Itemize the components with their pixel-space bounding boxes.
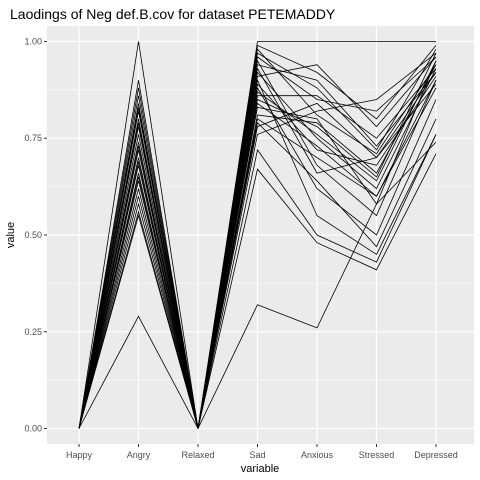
series-line — [78, 64, 437, 429]
series-line — [78, 68, 437, 429]
series-line — [78, 56, 437, 429]
x-tick-label: Anxious — [301, 450, 334, 460]
series-line — [78, 68, 437, 429]
series-line — [78, 59, 437, 429]
series-line — [78, 48, 437, 429]
y-tick-label: 0.00 — [24, 424, 42, 434]
series-line — [78, 52, 437, 429]
y-tick-label: 0.75 — [24, 133, 42, 143]
x-tick-label: Stressed — [359, 450, 395, 460]
series-line — [78, 64, 437, 429]
chart-title: Laodings of Neg def.B.cov for dataset PE… — [10, 6, 336, 22]
series-line — [78, 56, 437, 429]
series-line — [78, 153, 437, 429]
series-line — [78, 44, 437, 429]
series-lines — [78, 41, 437, 430]
series-line — [78, 67, 437, 429]
y-axis: 0.00 0.25 0.50 0.75 1.00 — [24, 36, 47, 434]
series-line — [78, 52, 437, 429]
series-line — [78, 118, 437, 429]
y-tick-label: 0.50 — [24, 230, 42, 240]
series-line — [78, 86, 437, 429]
x-tick-label: Angry — [127, 450, 151, 460]
x-tick-label: Depressed — [414, 450, 458, 460]
series-line — [78, 48, 437, 429]
x-axis-label: variable — [241, 463, 280, 475]
x-tick-label: Happy — [66, 450, 93, 460]
x-tick-label: Sad — [249, 450, 265, 460]
series-line — [78, 80, 437, 429]
y-tick-label: 0.25 — [24, 327, 42, 337]
y-tick-label: 1.00 — [24, 36, 42, 46]
series-line — [78, 60, 437, 429]
x-axis: Happy Angry Relaxed Sad Anxious Stressed Depre… — [66, 444, 458, 460]
series-line — [78, 60, 437, 429]
y-axis-label: value — [5, 222, 17, 248]
series-line — [78, 134, 437, 429]
x-tick-label: Relaxed — [181, 450, 214, 460]
series-line — [78, 41, 436, 429]
series-line — [78, 78, 437, 429]
series-line — [78, 76, 437, 429]
